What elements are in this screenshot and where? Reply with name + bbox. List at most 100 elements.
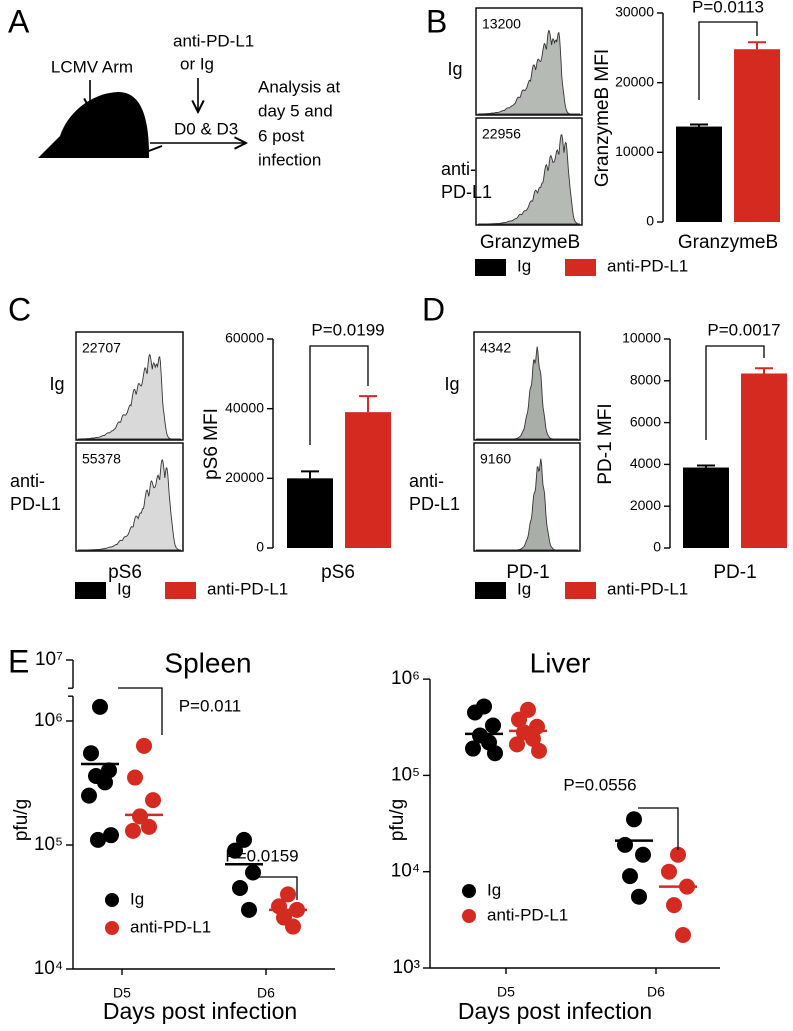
histogram-shape — [78, 459, 182, 551]
data-point — [531, 742, 547, 759]
mfi-label: 13200 — [482, 16, 521, 32]
panel-letter: E — [8, 643, 29, 679]
y-tick-label: 10000 — [615, 143, 654, 159]
legend-swatch — [475, 259, 506, 276]
data-point — [280, 886, 296, 903]
legend-label: anti-PD-L1 — [130, 917, 211, 936]
bar — [676, 126, 722, 222]
y-tick-label: 10⁵ — [391, 764, 420, 785]
data-point — [661, 863, 677, 880]
data-point — [145, 792, 161, 809]
data-point — [622, 868, 638, 885]
y-tick-label: 6000 — [630, 413, 661, 429]
y-tick-label: 10000 — [622, 330, 661, 346]
analysis-label: infection — [258, 150, 321, 169]
y-tick-label: 2000 — [630, 497, 661, 513]
y-axis-label: pS6 MFI — [201, 408, 222, 480]
data-point — [666, 897, 682, 914]
x-tick-label: D6 — [647, 984, 665, 1000]
data-point — [103, 827, 119, 844]
legend-label: Ig — [487, 880, 501, 899]
bar — [345, 412, 391, 548]
data-point — [467, 704, 483, 721]
legend-label: anti-PD-L1 — [207, 579, 288, 598]
legend-swatch — [75, 582, 106, 599]
x-axis-label: Days post infection — [103, 998, 297, 1024]
y-tick-label: 10⁵ — [34, 834, 63, 855]
legend-label: Ig — [517, 256, 531, 275]
axis-break — [68, 687, 73, 697]
y-axis-label: GranzymeB MFI — [592, 49, 613, 187]
legend-marker — [462, 909, 476, 923]
chart-title: Spleen — [164, 647, 251, 678]
data-point — [232, 880, 248, 897]
data-point — [127, 769, 143, 786]
data-point — [509, 736, 525, 753]
histogram-shape — [476, 458, 578, 551]
y-tick-label: 0 — [256, 539, 264, 555]
y-tick-label: 0 — [646, 213, 654, 229]
histogram-shape — [77, 354, 181, 440]
y-axis-label: pfu/g — [11, 799, 32, 841]
mfi-label: 4342 — [480, 340, 511, 356]
data-point — [631, 888, 647, 905]
x-axis-label: GranzymeB — [678, 232, 778, 253]
error-bar — [748, 41, 766, 50]
mfi-label: 9160 — [480, 451, 511, 467]
error-bar — [301, 470, 319, 479]
row-label: PD-L1 — [10, 494, 61, 514]
p-value: P=0.011 — [179, 696, 242, 715]
x-axis-label: Days post infection — [458, 998, 652, 1024]
data-point — [285, 918, 301, 935]
significance-bracket — [638, 807, 679, 850]
analysis-label: Analysis at — [258, 77, 340, 96]
significance-bracket — [698, 21, 758, 100]
schematic: LCMV Arm anti-PD-L1 or Ig D0 & D3 Analys… — [38, 31, 340, 169]
p-value: P=0.0159 — [225, 846, 298, 865]
y-tick-label: 20000 — [225, 469, 264, 485]
histogram-x-label: GranzymeB — [480, 232, 580, 253]
legend-swatch — [565, 259, 596, 276]
p-value: P=0.0113 — [692, 0, 764, 16]
data-point — [245, 864, 261, 881]
y-tick-label: 0 — [653, 539, 661, 555]
y-tick-label: 10⁷ — [35, 649, 63, 670]
legend-label: anti-PD-L1 — [607, 579, 688, 598]
bar — [734, 49, 780, 222]
x-axis-label: PD-1 — [713, 562, 756, 583]
y-tick-label: 20000 — [615, 73, 654, 89]
error-bar — [755, 367, 773, 374]
row-label: Ig — [447, 59, 462, 79]
y-axis-label: pfu/g — [387, 799, 408, 841]
p-value: P=0.0556 — [563, 775, 636, 794]
legend-swatch — [475, 582, 506, 599]
days-label: D0 & D3 — [174, 119, 238, 138]
legend-label: Ig — [517, 579, 531, 598]
legend-swatch — [565, 582, 596, 599]
x-tick-label: D5 — [497, 984, 515, 1000]
data-point — [83, 745, 99, 762]
data-point — [635, 846, 651, 863]
significance-bracket — [705, 345, 765, 440]
data-point — [92, 698, 108, 715]
y-tick-label: 40000 — [225, 399, 264, 415]
x-tick-label: D6 — [257, 985, 275, 1001]
error-bar — [690, 123, 708, 127]
data-point — [675, 927, 691, 944]
infection-label: LCMV Arm — [51, 57, 133, 76]
x-axis-label: pS6 — [321, 562, 355, 583]
histogram-frame — [473, 442, 581, 552]
data-point — [227, 842, 243, 859]
mfi-label: 22707 — [82, 340, 121, 356]
data-point — [511, 711, 527, 728]
treatment-label: anti-PD-L1 — [173, 31, 254, 50]
y-tick-label: 10⁶ — [391, 668, 420, 689]
legend-label: anti-PD-L1 — [607, 256, 688, 275]
histogram-shape — [477, 29, 580, 115]
p-value: P=0.0017 — [707, 320, 780, 339]
data-point — [132, 808, 148, 825]
x-tick-label: D5 — [113, 985, 131, 1001]
data-point — [485, 717, 501, 734]
legend-swatch — [165, 582, 196, 599]
